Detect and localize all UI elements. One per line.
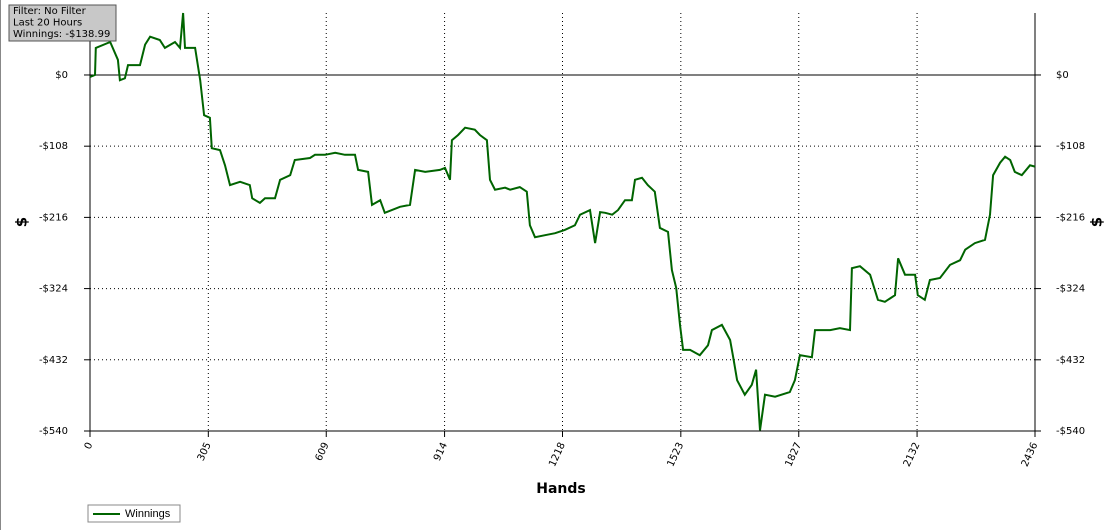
x-tick-label: 2132 [902,441,923,469]
x-tick-label: 1827 [783,441,804,469]
info-box-bg [8,4,117,42]
y-tick-label: -$432 [39,355,68,366]
y2-tick-label: -$540 [1056,426,1085,437]
y-tick-label: -$108 [39,141,68,152]
y2-tick-label: -$432 [1056,355,1085,366]
x-axis-title: Hands [536,481,586,497]
x-tick-label: 1523 [666,441,687,469]
y2-tick-label: -$108 [1056,141,1085,152]
legend-box [87,504,181,523]
x-tick-label: 609 [314,441,332,463]
legend: Winnings [87,504,181,523]
info-line: Filter: No Filter [13,6,87,17]
y2-tick-label: $0 [1056,70,1069,81]
y-tick-label: $0 [55,70,68,81]
y2-axis-title: $ [1088,217,1106,227]
y2-tick-label: -$216 [1056,212,1085,223]
x-tick-label: 305 [196,441,214,463]
info-line: Last 20 Hours [13,18,82,29]
y-tick-label: -$540 [39,426,68,437]
y-axis-title: $ [13,217,31,227]
series-line [89,12,1036,431]
info-line: Winnings: -$138.99 [13,29,110,40]
x-tick-label: 2436 [1020,441,1041,469]
x-tick-label: 0 [83,441,96,451]
x-tick-label: 914 [432,441,450,463]
x-tick-label: 1218 [547,441,568,469]
y2-tick-label: -$324 [1056,284,1085,295]
y-tick-label: -$324 [39,284,68,295]
legend-label: Winnings [125,508,171,520]
y-tick-label: -$216 [39,212,68,223]
